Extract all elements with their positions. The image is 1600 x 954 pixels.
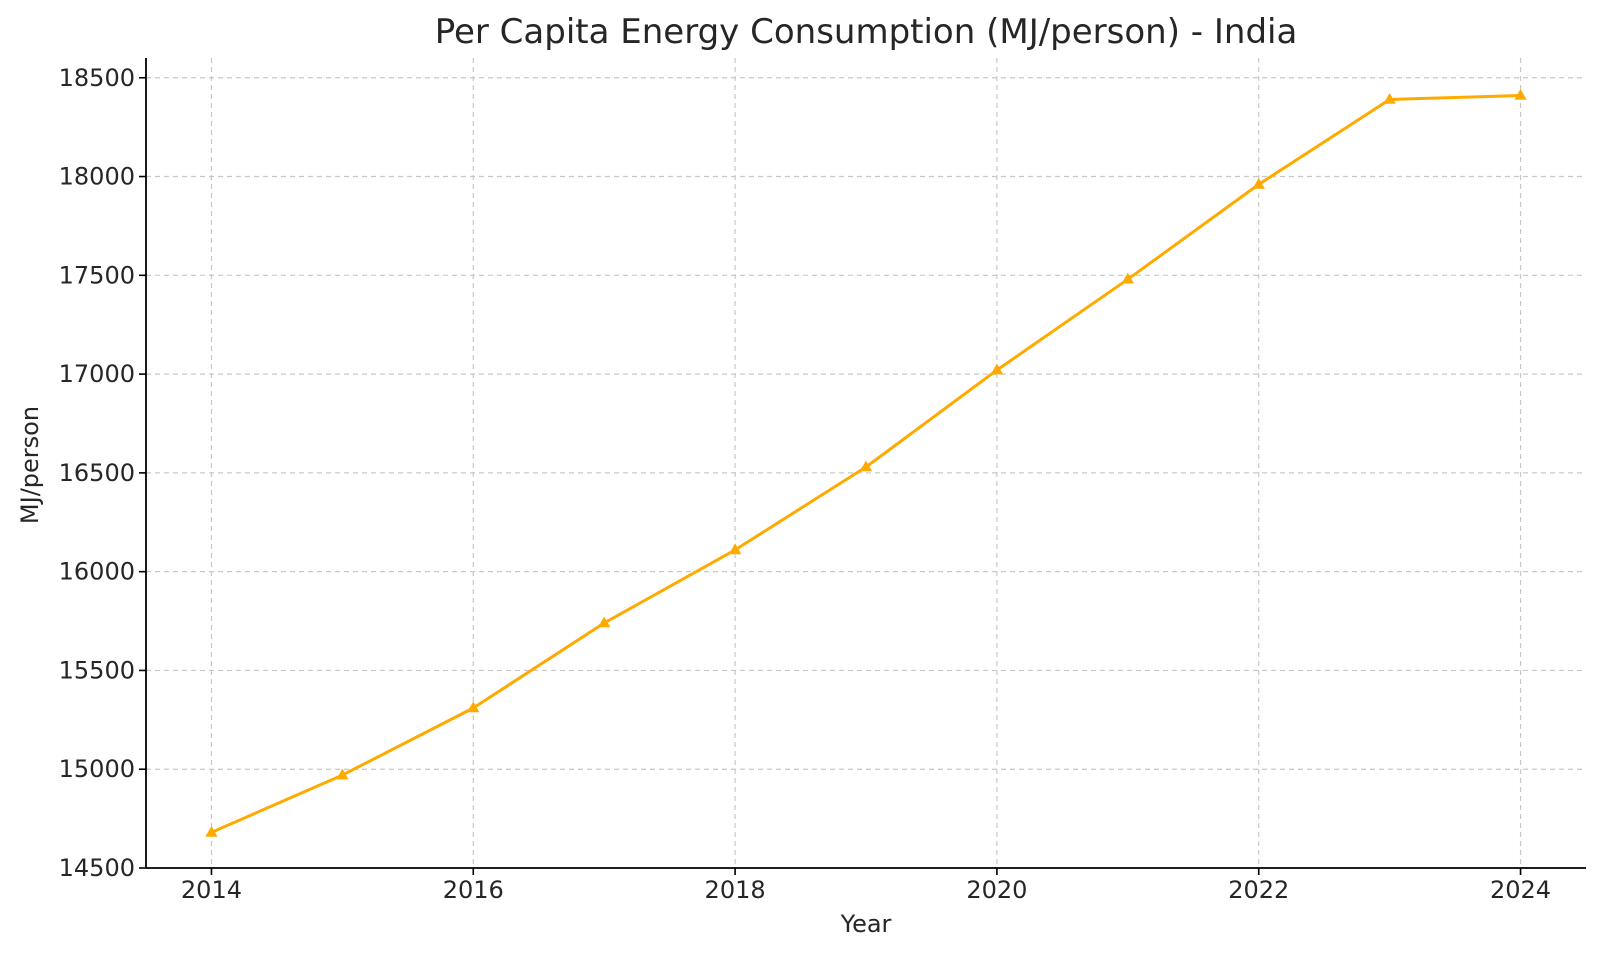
- x-tick-label: 2016: [443, 876, 504, 904]
- y-tick-label: 15000: [59, 755, 135, 783]
- data-point-marker: [1121, 272, 1134, 284]
- y-tick-label: 17000: [59, 360, 135, 388]
- x-tick-label: 2018: [705, 876, 766, 904]
- axes: [145, 58, 1586, 869]
- data-point-marker: [467, 701, 480, 713]
- y-tick-label: 18500: [59, 64, 135, 92]
- x-axis-label: Year: [840, 910, 892, 938]
- ticks: 2014 2016 2018 2020 2022 2024 14500 15000 15500 1…: [59, 64, 1551, 904]
- data-point-marker: [1383, 93, 1396, 104]
- y-axis-label: MJ/person: [16, 406, 44, 524]
- data-point-marker: [990, 363, 1004, 375]
- y-tick-label: 16000: [59, 558, 135, 586]
- data-point-marker: [1514, 89, 1527, 100]
- data-point-marker: [859, 460, 873, 472]
- y-tick-label: 17500: [59, 261, 135, 289]
- data-point-marker: [336, 768, 349, 780]
- x-tick-label: 2020: [966, 876, 1027, 904]
- y-tick-label: 15500: [59, 656, 135, 684]
- y-tick-label: 14500: [59, 854, 135, 882]
- x-tick-label: 2014: [181, 876, 242, 904]
- data-point-marker: [728, 543, 742, 555]
- data-point-marker: [1252, 177, 1265, 189]
- data-point-marker: [598, 616, 611, 628]
- chart-title: Per Capita Energy Consumption (MJ/person…: [435, 12, 1298, 52]
- x-tick-label: 2022: [1228, 876, 1289, 904]
- x-tick-label: 2024: [1490, 876, 1551, 904]
- series: [205, 89, 1527, 837]
- data-point-marker: [205, 825, 218, 837]
- y-tick-label: 18000: [59, 163, 135, 191]
- y-tick-label: 16500: [59, 459, 135, 487]
